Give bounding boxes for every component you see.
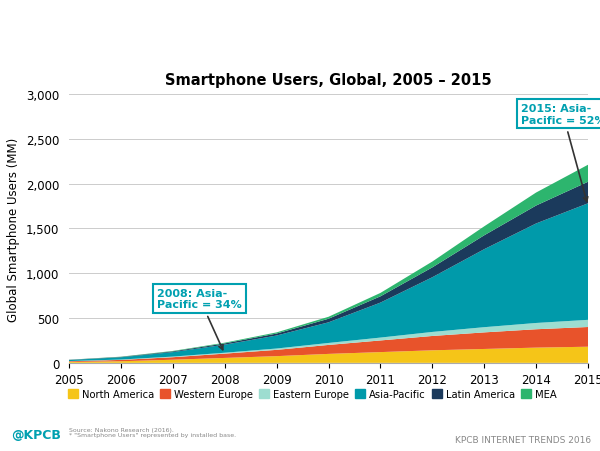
Text: 2008: Asia-
Pacific = 34%: 2008: Asia- Pacific = 34% [157, 288, 242, 350]
Text: Global Smartphone User Growth Slowing...: Global Smartphone User Growth Slowing... [9, 22, 397, 37]
Title: Smartphone Users, Global, 2005 – 2015: Smartphone Users, Global, 2005 – 2015 [165, 73, 492, 88]
Text: @KPCB: @KPCB [11, 428, 61, 441]
Legend: North America, Western Europe, Eastern Europe, Asia-Pacific, Latin America, MEA: North America, Western Europe, Eastern E… [64, 385, 560, 403]
Y-axis label: Global Smartphone Users (MM): Global Smartphone Users (MM) [7, 137, 20, 321]
Text: 2015: Asia-
Pacific = 52%: 2015: Asia- Pacific = 52% [521, 104, 600, 202]
Text: KPCB INTERNET TRENDS 2016: KPCB INTERNET TRENDS 2016 [455, 435, 591, 444]
Text: Source: Nakono Research (2016).
* "Smartphone Users" represented by installed ba: Source: Nakono Research (2016). * "Smart… [69, 427, 236, 437]
Text: Largest Market (Asia-Pacific) = +23% vs. +35% Y/Y: Largest Market (Asia-Pacific) = +23% vs.… [9, 55, 471, 70]
